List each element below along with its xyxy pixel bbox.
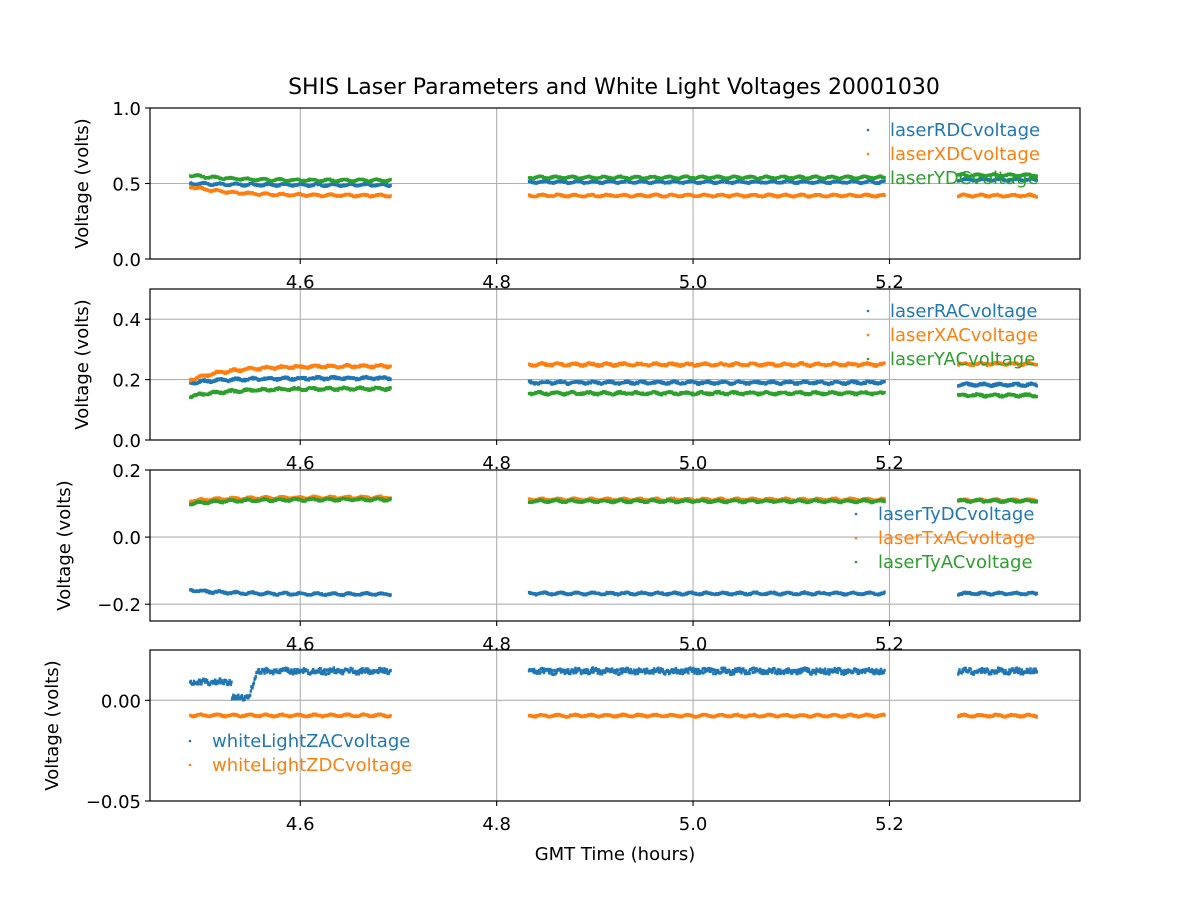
y-tick-label: 0.5 (112, 175, 141, 196)
legend-label: laserYDCvoltage (890, 168, 1039, 189)
data-point (389, 177, 392, 182)
y-axis-label: Voltage (volts) (72, 118, 93, 248)
data-point (1035, 178, 1038, 182)
data-point (883, 179, 886, 183)
legend-label: laserRDCvoltage (890, 120, 1040, 141)
legend-label: laserXDCvoltage (890, 144, 1040, 165)
series-laserRDCvoltage (189, 176, 1038, 189)
data-point (389, 377, 392, 381)
data-point (389, 364, 392, 368)
data-point (1035, 195, 1038, 199)
data-point (883, 176, 886, 180)
series-laserRACvoltage (189, 374, 1038, 389)
y-tick-label: 0.0 (112, 250, 141, 271)
data-points (189, 172, 1038, 199)
x-axis-label: GMT Time (hours) (535, 844, 696, 865)
legend-marker (866, 176, 870, 180)
data-point (883, 193, 886, 198)
data-point (883, 379, 886, 384)
legend-marker (866, 128, 870, 132)
legend-marker (866, 152, 870, 156)
data-point (389, 183, 392, 188)
y-tick-label: 1.0 (112, 99, 141, 120)
legend: laserRDCvoltage laserXDCvoltage laserYDCvo… (866, 120, 1040, 189)
chart-title: SHIS Laser Parameters and White Light Vo… (288, 75, 940, 100)
data-point (1035, 384, 1038, 388)
data-point (389, 194, 392, 198)
series-laserXDCvoltage (189, 185, 1038, 199)
